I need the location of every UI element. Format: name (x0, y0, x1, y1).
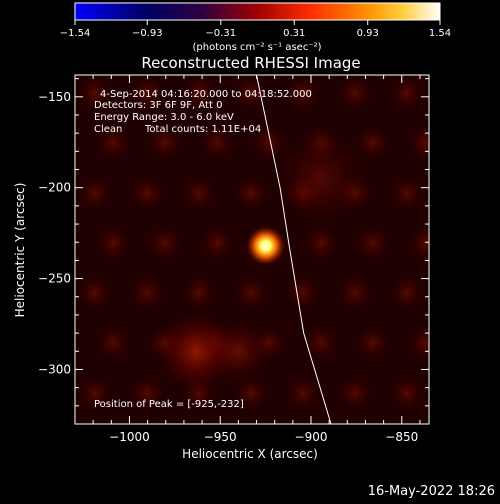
limb-layer (256, 75, 332, 424)
background-mottle (77, 375, 113, 411)
background-mottle (355, 125, 391, 161)
y-tick-label: −200 (38, 181, 71, 195)
colorbar-tick-label: −0.93 (132, 28, 163, 39)
x-tick-label: −1000 (109, 430, 150, 444)
y-tick-label: −150 (38, 90, 71, 104)
background-mottle (95, 325, 131, 361)
info-time-range: 4-Sep-2014 04:16:20.000 to 04:18:52.000 (100, 89, 312, 100)
colorbar-tick-label: −1.54 (60, 28, 91, 39)
background-mottle (129, 75, 165, 111)
plot-frame (74, 74, 430, 425)
y-axis-label: Heliocentric Y (arcsec) (13, 183, 27, 318)
background-mottle (95, 225, 131, 261)
background-mottle (199, 125, 235, 161)
background-mottle (129, 275, 165, 311)
background-mottle (389, 275, 425, 311)
background-mottle (233, 75, 269, 111)
info-method: Clean (94, 124, 122, 135)
background-mottle (337, 375, 373, 411)
info-peak-position: Position of Peak = [-925,-232] (94, 399, 244, 410)
background-mottle (389, 175, 425, 211)
background-mottle (181, 275, 217, 311)
background-mottle (199, 225, 235, 261)
background-mottle (147, 225, 183, 261)
background-mottle (303, 325, 339, 361)
colorbar-ticks: −1.54 −0.93 −0.31 0.31 0.93 1.54 (60, 20, 451, 39)
image-sources (77, 75, 429, 411)
secondary-source (272, 130, 369, 227)
background-mottle (389, 375, 425, 411)
colorbar-tick-label: 0.31 (283, 28, 305, 39)
axis-ticks: −1000 −950 −900 −850 −150 −200 −250 −300 (38, 75, 429, 444)
colorbar-gradient (74, 2, 441, 21)
background-mottle (129, 375, 165, 411)
peak-source (245, 225, 286, 266)
colorbar-tick-label: 0.93 (357, 28, 379, 39)
colorbar-units: (photons cm⁻² s⁻¹ asec⁻²) (192, 42, 321, 53)
background-mottle (355, 325, 391, 361)
y-tick-label: −300 (38, 362, 71, 376)
image-panel: −1000 −950 −900 −850 −150 −200 −250 −300 4-Sep-… (38, 74, 430, 444)
background-mottle (337, 75, 373, 111)
background-mottle (77, 75, 113, 111)
x-tick-label: −950 (204, 430, 237, 444)
background-mottle (285, 75, 321, 111)
info-total-counts: Total counts: 1.11E+04 (144, 124, 261, 135)
background-mottle (77, 175, 113, 211)
x-tick-label: −850 (385, 430, 418, 444)
solar-limb-line (256, 75, 332, 424)
y-tick-label: −250 (38, 272, 71, 286)
background-mottle (251, 125, 287, 161)
background-mottle (181, 75, 217, 111)
background-mottle (285, 375, 321, 411)
background-mottle (95, 125, 131, 161)
background-mottle (407, 325, 429, 361)
background-mottle (337, 275, 373, 311)
x-axis-label: Heliocentric X (arcsec) (182, 447, 318, 461)
background-mottle (129, 175, 165, 211)
secondary-source (206, 319, 271, 384)
info-detectors: Detectors: 3F 6F 9F, Att 0 (94, 100, 222, 111)
colorbar-tick-label: 1.54 (429, 28, 451, 39)
x-tick-label: −900 (295, 430, 328, 444)
info-energy-range: Energy Range: 3.0 - 6.0 keV (94, 112, 234, 123)
colorbar: −1.54 −0.93 −0.31 0.31 0.93 1.54 (photons cm⁻… (60, 2, 451, 53)
background-mottle (181, 175, 217, 211)
background-mottle (303, 225, 339, 261)
background-mottle (233, 175, 269, 211)
background-mottle (389, 75, 425, 111)
colorbar-tick-label: −0.31 (205, 28, 236, 39)
background-mottle (233, 375, 269, 411)
background-mottle (407, 125, 429, 161)
background-mottle (233, 275, 269, 311)
background-mottle (285, 275, 321, 311)
background-mottle (147, 125, 183, 161)
background-mottle (355, 225, 391, 261)
footer-timestamp: 16-May-2022 18:26 (368, 484, 495, 499)
background-mottle (407, 225, 429, 261)
chart-title: Reconstructed RHESSI Image (141, 54, 360, 72)
background-mottle (77, 275, 113, 311)
